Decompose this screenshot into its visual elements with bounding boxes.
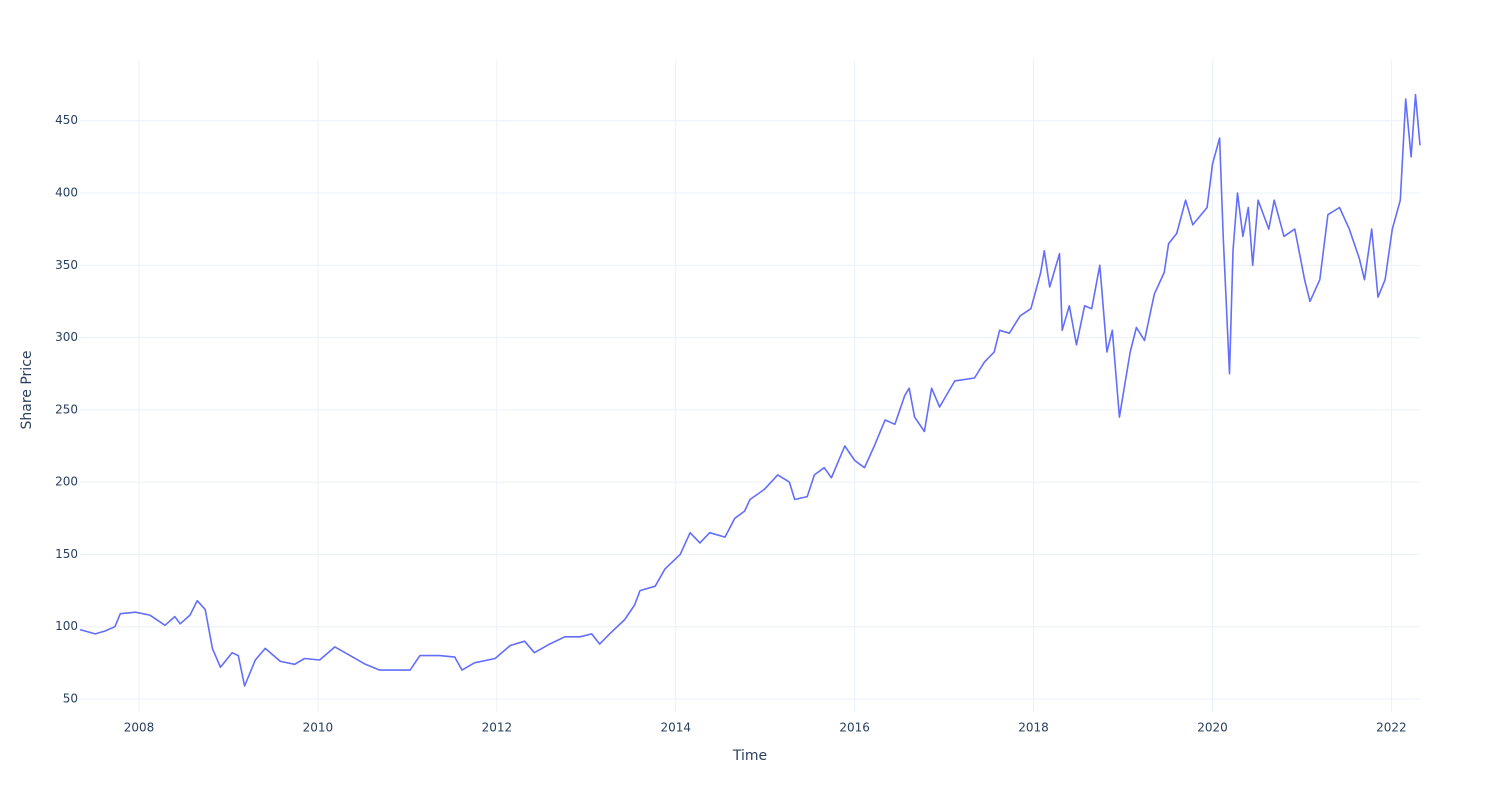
x-tick-label: 2008 xyxy=(124,721,155,735)
price-line xyxy=(79,93,1421,687)
y-tick-label: 50 xyxy=(63,691,78,705)
x-tick-label: 2012 xyxy=(482,721,513,735)
y-tick-label: 100 xyxy=(55,619,78,633)
x-tick-label: 2022 xyxy=(1376,721,1407,735)
x-tick-label: 2016 xyxy=(839,721,870,735)
y-tick-label: 400 xyxy=(55,186,78,200)
y-axis-title: Share Price xyxy=(19,350,35,429)
x-axis-title: Time xyxy=(732,748,767,764)
y-tick-label: 300 xyxy=(55,330,78,344)
y-tick-label: 350 xyxy=(55,258,78,272)
y-tick-label: 150 xyxy=(55,547,78,561)
x-tick-label: 2018 xyxy=(1018,721,1049,735)
y-tick-label: 200 xyxy=(55,475,78,489)
y-tick-label: 450 xyxy=(55,113,78,127)
x-tick-label: 2010 xyxy=(303,721,334,735)
x-tick-label: 2020 xyxy=(1197,721,1228,735)
y-tick-label: 250 xyxy=(55,402,78,416)
x-tick-label: 2014 xyxy=(660,721,691,735)
